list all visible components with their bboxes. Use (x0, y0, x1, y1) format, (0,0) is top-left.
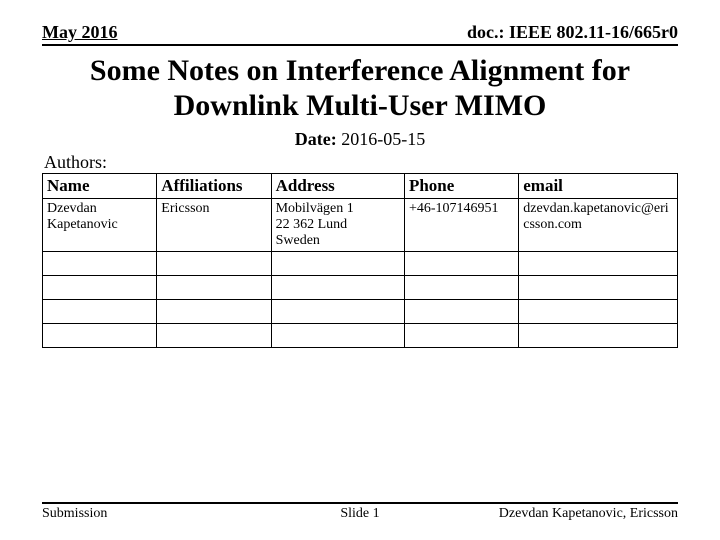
cell-phone (404, 252, 518, 276)
cell-address (271, 252, 404, 276)
col-header-affiliations: Affiliations (157, 174, 271, 199)
cell-address (271, 276, 404, 300)
cell-affiliation (157, 300, 271, 324)
cell-name (43, 252, 157, 276)
date-line: Date: 2016-05-15 (42, 129, 678, 150)
cell-name (43, 276, 157, 300)
table-row (43, 276, 678, 300)
cell-email (519, 300, 678, 324)
spacer (42, 348, 678, 502)
title-line-2: Downlink Multi-User MIMO (174, 89, 547, 122)
table-row (43, 300, 678, 324)
cell-email: dzevdan.kapetanovic@ericsson.com (519, 199, 678, 252)
cell-affiliation (157, 252, 271, 276)
cell-phone (404, 324, 518, 348)
date-value: 2016-05-15 (341, 129, 425, 149)
cell-name: Dzevdan Kapetanovic (43, 199, 157, 252)
table-row: Dzevdan KapetanovicEricssonMobilvägen 12… (43, 199, 678, 252)
footer-left: Submission (42, 506, 254, 522)
title-line-1: Some Notes on Interference Alignment for (90, 54, 630, 87)
col-header-address: Address (271, 174, 404, 199)
date-label: Date: (295, 129, 337, 149)
footer-row: Submission Slide 1 Dzevdan Kapetanovic, … (42, 502, 678, 522)
cell-phone (404, 300, 518, 324)
col-header-email: email (519, 174, 678, 199)
table-row (43, 324, 678, 348)
header-date: May 2016 (42, 22, 118, 43)
cell-address (271, 300, 404, 324)
cell-address: Mobilvägen 122 362 LundSweden (271, 199, 404, 252)
cell-email (519, 324, 678, 348)
authors-table-body: Dzevdan KapetanovicEricssonMobilvägen 12… (43, 199, 678, 348)
authors-label: Authors: (44, 152, 678, 173)
cell-affiliation (157, 276, 271, 300)
header-docnum: doc.: IEEE 802.11-16/665r0 (467, 22, 678, 43)
table-header-row: Name Affiliations Address Phone email (43, 174, 678, 199)
authors-table: Name Affiliations Address Phone email Dz… (42, 173, 678, 348)
table-row (43, 252, 678, 276)
col-header-phone: Phone (404, 174, 518, 199)
cell-email (519, 276, 678, 300)
cell-email (519, 252, 678, 276)
cell-phone: +46-107146951 (404, 199, 518, 252)
cell-name (43, 300, 157, 324)
footer-slide-number: Slide 1 (254, 506, 466, 522)
header-row: May 2016 doc.: IEEE 802.11-16/665r0 (42, 22, 678, 46)
cell-phone (404, 276, 518, 300)
slide-title: Some Notes on Interference Alignment for… (42, 54, 678, 123)
slide-page: May 2016 doc.: IEEE 802.11-16/665r0 Some… (0, 0, 720, 540)
cell-affiliation (157, 324, 271, 348)
cell-address (271, 324, 404, 348)
cell-name (43, 324, 157, 348)
col-header-name: Name (43, 174, 157, 199)
cell-affiliation: Ericsson (157, 199, 271, 252)
footer-author: Dzevdan Kapetanovic, Ericsson (466, 506, 678, 522)
